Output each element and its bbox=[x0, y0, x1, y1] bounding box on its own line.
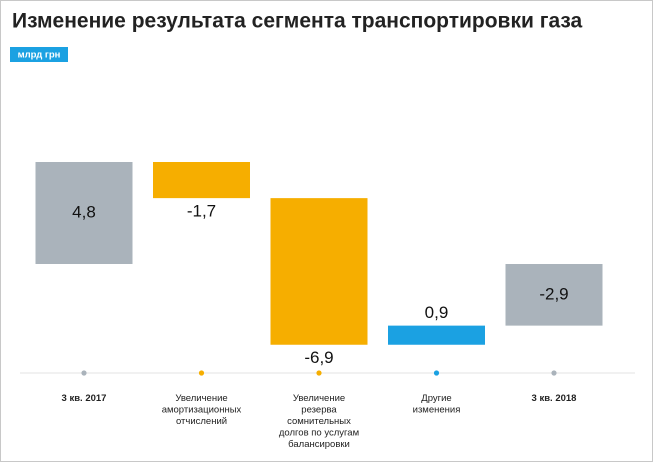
value-label: -2,9 bbox=[539, 284, 568, 303]
x-tick-label-line: амортизационных bbox=[162, 404, 242, 415]
x-tick-label: Увеличение амортизационных отчислений bbox=[162, 393, 242, 427]
x-tick-label: Увеличение резерва сомнительных долгов по у… bbox=[279, 393, 359, 450]
bar bbox=[505, 264, 603, 326]
value-label: 0,9 bbox=[425, 303, 449, 322]
x-tick-label-line: Другие bbox=[421, 393, 451, 404]
value-label: -6,9 bbox=[304, 348, 333, 367]
value-label: 4,8 bbox=[72, 202, 96, 221]
bar bbox=[153, 162, 250, 199]
x-tick-label: Другие изменения bbox=[413, 393, 461, 416]
x-tick-label-line: изменения bbox=[413, 404, 461, 415]
unit-label: млрд грн bbox=[18, 50, 61, 61]
unit-badge bbox=[10, 47, 68, 62]
chart-title: Изменение результата сегмента транспорти… bbox=[12, 10, 583, 33]
category-dot bbox=[551, 370, 557, 376]
x-tick-label-line: балансировки bbox=[288, 439, 350, 450]
bar bbox=[270, 198, 368, 345]
x-tick-label-line: сомнительных bbox=[287, 416, 351, 427]
x-tick-label: 3 кв. 2018 bbox=[532, 393, 577, 404]
x-tick-label-line: Увеличение bbox=[293, 393, 345, 404]
x-tick-label-line: отчислений bbox=[176, 416, 227, 427]
x-tick-label-line: резерва bbox=[301, 404, 337, 415]
category-dot bbox=[198, 370, 205, 376]
category-dot bbox=[81, 370, 87, 376]
bar bbox=[388, 325, 485, 345]
x-tick-label-line: 3 кв. 2017 bbox=[62, 393, 107, 404]
x-tick-label: 3 кв. 2017 bbox=[62, 393, 107, 404]
x-tick-label-line: долгов по услугам bbox=[279, 427, 359, 438]
category-dot bbox=[316, 370, 322, 376]
x-tick-label-line: Увеличение bbox=[175, 393, 227, 404]
category-dot bbox=[433, 370, 440, 376]
x-tick-label-line: 3 кв. 2018 bbox=[532, 393, 577, 404]
bar bbox=[35, 162, 133, 264]
value-label: -1,7 bbox=[187, 202, 216, 221]
